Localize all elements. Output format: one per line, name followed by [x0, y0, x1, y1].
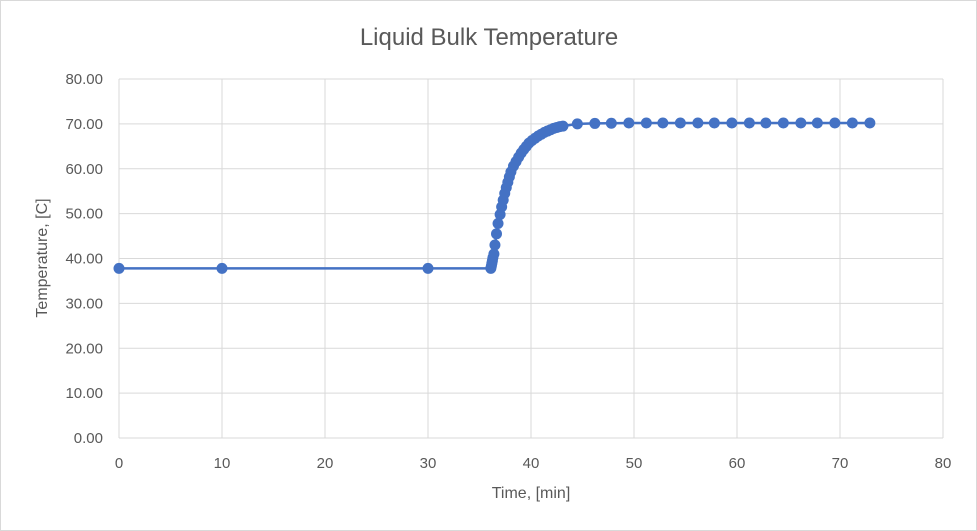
data-point — [777, 117, 789, 129]
data-point — [623, 117, 635, 129]
x-tick-label: 40 — [523, 455, 540, 472]
x-tick-label: 30 — [420, 455, 437, 472]
data-point — [557, 120, 569, 132]
y-tick-label: 10.00 — [65, 385, 103, 402]
x-tick-label: 20 — [317, 455, 334, 472]
x-tick-label: 60 — [729, 455, 746, 472]
y-axis-ticks: 0.00 10.00 20.00 30.00 40.00 50.00 60.00 70.00 8… — [65, 71, 103, 447]
data-point — [726, 117, 738, 129]
x-tick-label: 80 — [935, 455, 952, 472]
data-point — [605, 117, 617, 129]
data-point — [811, 117, 823, 129]
data-point — [743, 117, 755, 129]
y-tick-label: 50.00 — [65, 206, 103, 223]
y-tick-label: 0.00 — [74, 430, 103, 447]
y-tick-label: 20.00 — [65, 340, 103, 357]
data-point — [829, 117, 841, 129]
x-tick-label: 10 — [214, 455, 231, 472]
y-tick-label: 40.00 — [65, 251, 103, 268]
data-point — [674, 117, 686, 129]
y-axis-title: Temperature, [C] — [34, 198, 51, 317]
grid — [118, 78, 944, 439]
x-tick-label: 0 — [115, 455, 123, 472]
data-point — [760, 117, 772, 129]
data-point — [795, 117, 807, 129]
data-point — [113, 262, 125, 274]
data-point — [640, 117, 652, 129]
data-point — [488, 248, 500, 260]
data-point — [708, 117, 720, 129]
data-point — [422, 262, 434, 274]
x-axis-ticks: 0 10 20 30 40 50 60 70 80 — [115, 455, 952, 472]
y-tick-label: 60.00 — [65, 161, 103, 178]
y-tick-label: 80.00 — [65, 71, 103, 88]
data-point — [490, 228, 502, 240]
x-axis-title: Time, [min] — [492, 485, 571, 502]
y-tick-label: 30.00 — [65, 295, 103, 312]
y-tick-label: 70.00 — [65, 116, 103, 133]
data-point — [492, 217, 504, 229]
data-point — [571, 118, 583, 130]
data-points — [113, 117, 876, 274]
data-point — [692, 117, 704, 129]
data-point — [846, 117, 858, 129]
chart-title: Liquid Bulk Temperature — [360, 24, 618, 51]
data-point — [589, 117, 601, 129]
x-tick-label: 70 — [832, 455, 849, 472]
data-point — [864, 117, 876, 129]
data-point — [216, 262, 228, 274]
data-point — [657, 117, 669, 129]
data-point — [489, 239, 501, 251]
x-tick-label: 50 — [626, 455, 643, 472]
